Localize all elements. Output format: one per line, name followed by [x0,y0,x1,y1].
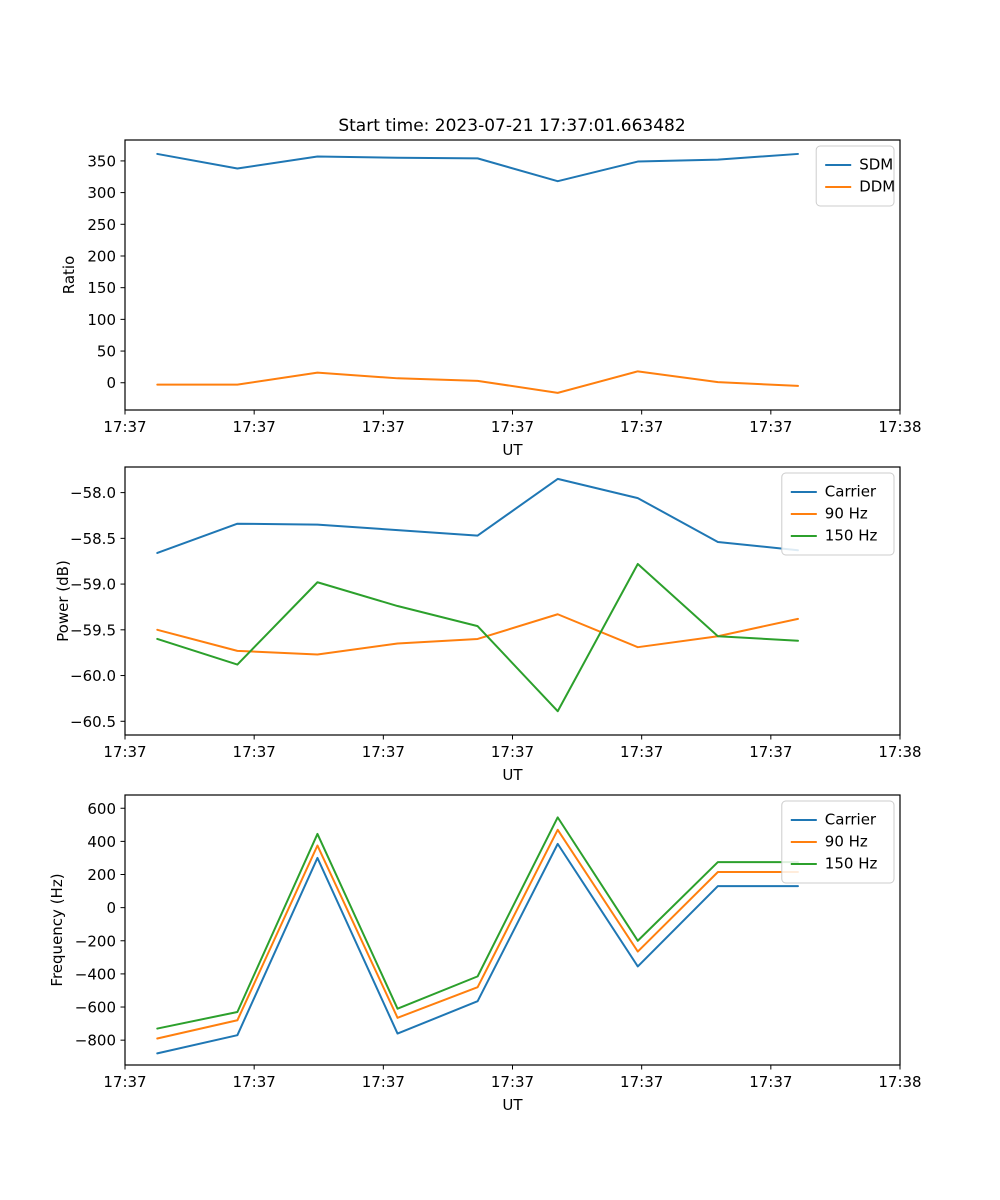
y-tick-label: −59.0 [70,576,116,594]
legend-label-90-hz: 90 Hz [825,505,868,523]
x-tick-label: 17:38 [878,1073,921,1091]
y-tick-label: 250 [87,216,116,234]
x-tick-label: 17:37 [749,1073,792,1091]
x-axis-label-ratio: UT [502,441,523,459]
x-tick-label: 17:37 [491,743,534,761]
series-line-150-hz [156,562,799,713]
y-tick-label: 200 [87,247,116,265]
y-axis-label-power: Power (dB) [54,560,72,642]
y-tick-label: −58.5 [70,530,116,548]
y-tick-label: −400 [75,965,116,983]
x-tick-label: 17:37 [620,743,663,761]
x-tick-label: 17:37 [103,743,146,761]
x-axis-label-power: UT [502,766,523,784]
y-axis-label-frequency: Frequency (Hz) [48,873,66,986]
y-tick-label: 100 [87,311,116,329]
series-line-carrier [156,477,799,554]
legend-label-90-hz: 90 Hz [825,833,868,851]
y-tick-label: 50 [97,343,116,361]
x-tick-label: 17:37 [362,418,405,436]
series-line-sdm [156,152,799,183]
x-tick-label: 17:37 [749,418,792,436]
y-tick-label: −60.0 [70,667,116,685]
y-tick-label: 300 [87,184,116,202]
x-tick-label: 17:37 [233,743,276,761]
x-tick-label: 17:37 [491,1073,534,1091]
x-tick-label: 17:37 [620,1073,663,1091]
series-line-90-hz [156,613,799,656]
y-tick-label: 0 [106,374,116,392]
y-tick-label: −60.5 [70,713,116,731]
series-line-150-hz [156,816,799,1030]
y-tick-label: 400 [87,833,116,851]
legend-box-power[interactable] [781,472,895,556]
legend-box-frequency[interactable] [781,800,895,884]
x-tick-label: 17:37 [103,1073,146,1091]
y-axis-label-ratio: Ratio [60,256,78,295]
subplot-power: −60.5 −60.0 −59.5 −59.0 −58.5 −58.0 17:37 17:37… [54,466,922,784]
series-line-90-hz [156,828,799,1040]
y-tick-label: −59.5 [70,621,116,639]
legend-label-ddm: DDM [859,178,895,196]
x-axis-label-frequency: UT [502,1096,523,1114]
y-tick-label: 150 [87,279,116,297]
subplot-ratio: 0 50 100 150 200 250 300 350 17:37 17:37 17:37 17:3… [60,139,922,459]
legend-label-carrier: Carrier [825,483,877,501]
figure-title: Start time: 2023-07-21 17:37:01.663482 [338,116,685,136]
legend-label-150-hz: 150 Hz [825,855,878,873]
x-tick-label: 17:37 [103,418,146,436]
series-line-carrier [156,842,799,1055]
y-tick-label: 600 [87,800,116,818]
y-tick-label: −800 [75,1032,116,1050]
x-tick-label: 17:38 [878,743,921,761]
x-tick-label: 17:37 [749,743,792,761]
y-tick-label: −600 [75,999,116,1017]
y-tick-label: 0 [106,899,116,917]
x-tick-label: 17:37 [362,743,405,761]
legend-box-ratio[interactable] [815,145,895,207]
x-tick-label: 17:37 [620,418,663,436]
x-tick-label: 17:38 [878,418,921,436]
x-tick-label: 17:37 [233,1073,276,1091]
x-tick-label: 17:37 [491,418,534,436]
subplot-frequency: −800 −600 −400 −200 0 200 400 600 17:37 17:37 17:3… [48,794,922,1114]
legend-label-150-hz: 150 Hz [825,527,878,545]
y-tick-label: −58.0 [70,484,116,502]
x-tick-label: 17:37 [362,1073,405,1091]
y-tick-label: 350 [87,152,116,170]
legend-label-carrier: Carrier [825,811,877,829]
x-tick-label: 17:37 [233,418,276,436]
series-line-ddm [156,370,799,394]
y-tick-label: 200 [87,866,116,884]
y-tick-label: −200 [75,932,116,950]
legend-label-sdm: SDM [859,156,893,174]
